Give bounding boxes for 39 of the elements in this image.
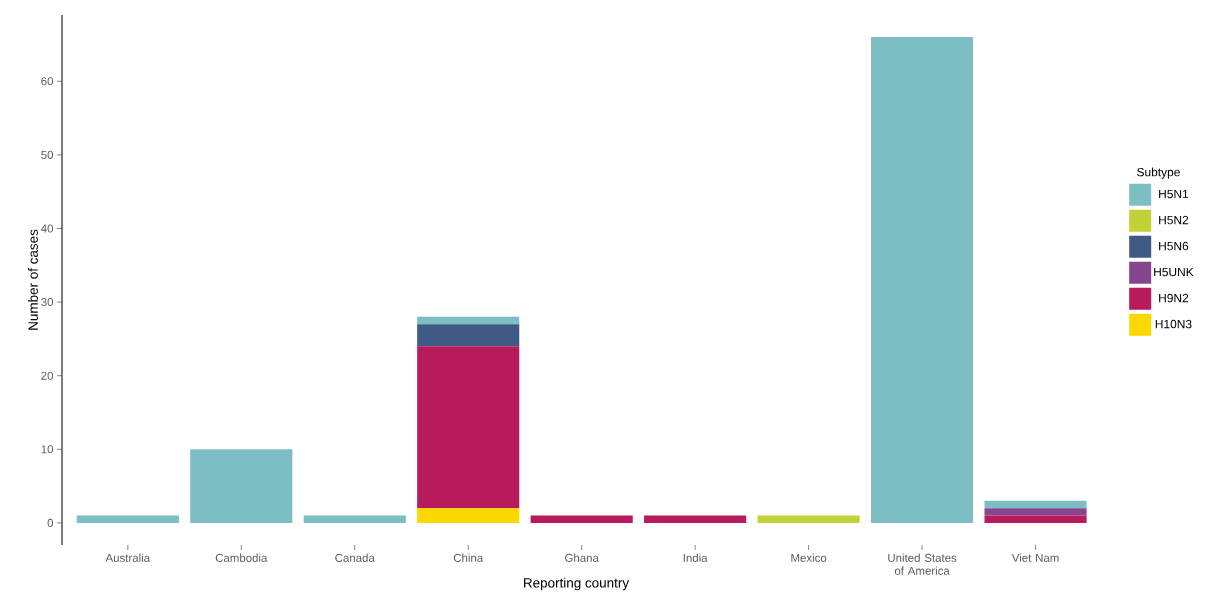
legend-label: H5UNK xyxy=(1154,267,1194,277)
bar xyxy=(303,515,406,523)
bar xyxy=(417,346,520,509)
y-tick-label: 40 xyxy=(41,224,54,233)
bar xyxy=(530,515,633,523)
bar xyxy=(757,515,860,523)
bar xyxy=(871,37,974,523)
y-tick-label: 50 xyxy=(41,150,54,159)
bar xyxy=(417,316,520,325)
bar xyxy=(190,449,293,523)
bar xyxy=(984,508,1087,516)
x-tick-label: Australia xyxy=(105,553,151,562)
x-tick-label: India xyxy=(683,553,708,562)
legend-label: H10N3 xyxy=(1155,319,1192,329)
legend-label: H9N2 xyxy=(1159,293,1189,303)
legend-title: Subtype xyxy=(1137,167,1180,179)
x-tick-label: China xyxy=(453,553,484,562)
y-axis-title: Number of cases xyxy=(28,229,38,330)
legend-label: H5N2 xyxy=(1159,215,1189,225)
y-tick-label: 60 xyxy=(41,77,54,86)
bar xyxy=(417,508,520,523)
bar xyxy=(984,500,1087,509)
x-tick-label: Canada xyxy=(335,553,375,562)
y-tick-label: 30 xyxy=(41,298,54,307)
legend-label: H5N1 xyxy=(1159,189,1189,199)
y-tick-label: 0 xyxy=(47,518,54,527)
x-tick-label: Cambodia xyxy=(215,553,268,562)
bar xyxy=(984,515,1087,523)
x-tick-label: United States of America xyxy=(888,553,957,575)
y-tick-label: 20 xyxy=(41,371,54,380)
legend-label: H5N6 xyxy=(1159,241,1189,251)
x-axis-title: Reporting country xyxy=(524,577,630,591)
bar xyxy=(417,324,520,347)
x-tick-label: Mexico xyxy=(791,553,827,562)
y-tick-label: 10 xyxy=(41,445,54,454)
bar xyxy=(76,515,179,523)
x-tick-label: Ghana xyxy=(565,553,599,562)
bar xyxy=(644,515,747,523)
x-tick-label: Viet Nam xyxy=(1011,553,1059,562)
